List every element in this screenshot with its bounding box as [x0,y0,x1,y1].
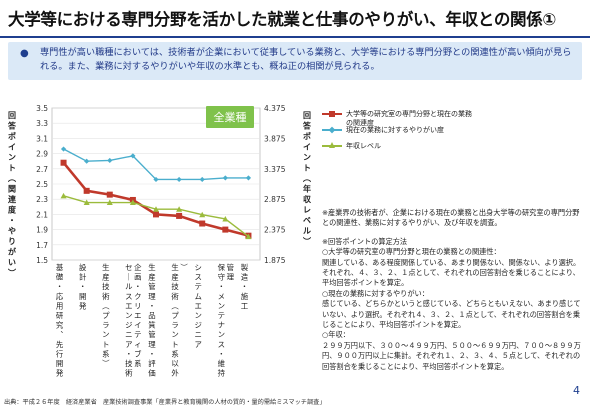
legend-marker [329,111,335,117]
legend-swatch [322,142,342,148]
legend-label: 大学等の研究室の専門分野と現在の業務の関連度 [346,110,472,127]
chart-legend: 大学等の研究室の専門分野と現在の業務の関連度 現在の業務に対するやりがい度 年収レベ… [322,110,472,158]
x-tick-label: 設計・開発 [79,263,87,310]
y-axis-label-left: 回答ポイント︵関連度・やりがい︶ [7,111,17,278]
data-point [107,157,113,164]
y-tick-left: 1.7 [36,241,48,250]
x-tick-label: 製造・施工 [241,263,249,310]
legend-item: 年収レベル [322,142,472,156]
y-tick-right: 2.875 [264,195,286,204]
y-tick-left: 3.1 [36,134,48,143]
data-point [153,176,159,183]
data-point [245,233,252,240]
data-point [245,175,252,181]
data-point [60,146,67,152]
summary-box: ● 専門性が高い職種においては、技術者が企業において従事している業務と、大学等に… [8,42,582,80]
data-point [60,192,67,199]
data-point [83,199,90,206]
legend-marker [329,142,335,148]
legend-item: 大学等の研究室の専門分野と現在の業務の関連度 [322,110,472,127]
data-point [106,199,113,206]
note-line: ※回答ポイントの算定方法 [322,236,408,246]
data-point [129,199,136,206]
data-point [199,211,206,218]
y-tick-left: 1.9 [36,226,48,235]
note-line: 感じている、どちらかというと感じている、どちらともいえない、あまり感じていない、… [322,299,581,330]
summary-text: 専門性が高い職種においては、技術者が企業において従事している業務と、大学等におけ… [40,47,572,72]
data-point [199,176,205,183]
x-tick-label: 生産技術︵プラント系︶ [102,263,110,368]
data-point [176,212,183,219]
y-tick-left: 2.5 [36,180,48,189]
y-axis-label-right: 回答ポイント︵年収レベル︶ [302,111,312,246]
legend-swatch [322,126,342,134]
x-tick-label: システムエンジニア [195,263,202,349]
note-line: ※産業界の技術者が、企業における現在の業務と出身大学等の研究室の専門分野との関連… [322,208,580,228]
notes: ※産業界の技術者が、企業における現在の業務と出身大学等の研究室の専門分野との関連… [322,208,584,372]
legend-item: 現在の業務に対するやりがい度 [322,126,472,140]
industry-badge [206,106,254,128]
chart: 3.5 3.3 3.1 2.9 2.7 2.5 2.3 2.1 1.9 1.7 1.5 4.375 3.… [0,88,320,400]
data-point [176,176,182,183]
y-tick-left: 2.3 [36,195,48,204]
page-number: 4 [573,384,580,397]
data-point [84,158,90,164]
note-gap [322,229,584,237]
data-point [130,153,136,159]
x-tick-label: 保守・メンテナンス・維持管理 [218,263,235,378]
legend-marker [328,126,336,134]
x-tick-label: 基礎・応用研究︑先行開発 [56,263,64,378]
note-line: ○大学等の研究室の専門分野と現在の業務との関連性： [322,247,501,257]
x-tick-label: 生産技術︵プラント系以外︶ [171,263,188,378]
data-point [176,206,183,212]
y-tick-right: 3.375 [264,165,286,174]
legend-swatch [322,111,342,117]
y-tick-right: 2.375 [264,226,286,235]
line-chart: 3.5 3.3 3.1 2.9 2.7 2.5 2.3 2.1 1.9 1.7 1.5 4.375 3.… [7,104,312,378]
y-tick-right: 1.875 [264,256,286,265]
y-tick-left: 3.3 [36,119,48,128]
source-citation: 出典：平成２６年度 経済産業省 産業技術調査事業「産業界と教育機関の人材の質的・… [4,399,326,406]
industry-badge-label: 全業種 [214,110,247,124]
y-tick-right: 3.875 [264,134,286,143]
data-point [153,211,159,218]
y-tick-left: 2.7 [36,165,48,174]
legend-label: 年収レベル [346,142,381,150]
data-point [222,226,229,233]
data-point [199,220,206,227]
y-tick-left: 1.5 [36,256,48,265]
title-divider [0,36,590,38]
note-line: ２９９万円以下、３００～４９９万円、５００～６９９万円、７００～８９９万円、９０… [322,340,581,371]
y-tick-right: 4.375 [264,104,286,113]
y-tick-left: 2.9 [36,150,48,159]
page-title: 大学等における専門分野を活かした就業と仕事のやりがい、年収との関係① [8,10,557,29]
y-tick-left: 3.5 [36,104,48,113]
x-tick-label: セ｜ルスエンジニア・技術企画・クリエイティブ系 [125,263,142,378]
note-line: ○年収： [322,330,350,340]
bullet-icon: ● [20,48,29,59]
legend-label: 現在の業務に対するやりがい度 [346,126,444,134]
note-line: 関連している、ある程度関係している、あまり関係ない、関係ない、より選択。それぞれ… [322,257,581,288]
x-tick-label: 生産管理・品質管理・評価 [148,263,156,378]
data-point [83,187,90,194]
data-point [60,159,67,166]
data-point [153,206,159,212]
data-point [222,175,228,181]
data-point [106,191,113,198]
data-point [222,215,229,222]
y-tick-left: 2.1 [36,210,48,219]
note-line: ○現在の業務に対するやりがい： [322,288,429,298]
